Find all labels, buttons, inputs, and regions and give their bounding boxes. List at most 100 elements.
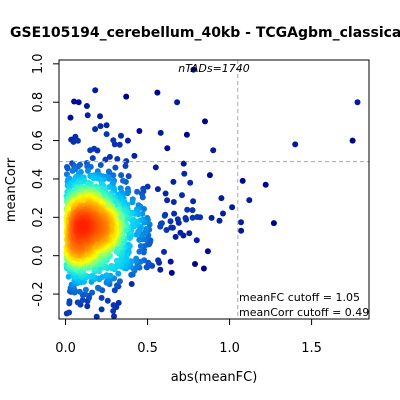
- data-point: [152, 164, 159, 171]
- data-point: [246, 197, 253, 204]
- data-point: [167, 218, 174, 225]
- y-axis: -0.2 0.0 0.2 0.4 0.6 0.8 1.0: [31, 53, 59, 307]
- data-points: [63, 66, 361, 320]
- data-point: [194, 214, 201, 220]
- data-point: [87, 147, 94, 154]
- data-point: [192, 261, 198, 267]
- data-point: [110, 172, 117, 179]
- data-point: [123, 158, 130, 165]
- data-point: [75, 99, 82, 106]
- data-point: [128, 281, 135, 287]
- data-point: [93, 313, 100, 320]
- corr-cutoff-annotation: meanCorr cutoff = 0.49: [239, 306, 369, 319]
- data-point: [204, 248, 211, 255]
- x-tick-label: 0.0: [55, 341, 76, 356]
- data-point: [143, 226, 150, 232]
- data-point: [161, 248, 167, 255]
- data-point: [193, 237, 200, 244]
- data-point: [66, 298, 73, 305]
- data-point: [74, 137, 81, 144]
- data-point: [82, 291, 89, 298]
- data-point: [118, 132, 124, 139]
- data-point: [103, 131, 110, 138]
- data-point: [157, 129, 164, 136]
- data-point: [110, 308, 117, 314]
- data-point: [181, 170, 188, 177]
- y-tick-label: -0.2: [31, 281, 46, 306]
- data-point: [118, 172, 125, 179]
- chart-title: GSE105194_cerebellum_40kb - TCGAgbm_clas…: [10, 25, 400, 41]
- data-point: [147, 237, 154, 244]
- data-point: [123, 93, 130, 100]
- cutoff-lines: [59, 60, 369, 319]
- data-point: [124, 137, 131, 144]
- data-point: [111, 313, 117, 320]
- x-tick-label: 1.5: [301, 341, 322, 356]
- data-point: [89, 272, 96, 279]
- data-point: [262, 181, 269, 188]
- data-point: [210, 147, 217, 154]
- data-point: [82, 286, 89, 293]
- data-point: [189, 207, 196, 214]
- data-point: [186, 230, 193, 237]
- y-tick-label: 0.8: [31, 92, 46, 113]
- data-point: [200, 265, 207, 272]
- data-point: [89, 289, 96, 296]
- data-point: [170, 178, 177, 185]
- data-point: [135, 228, 142, 235]
- data-point: [102, 156, 109, 163]
- data-point: [161, 212, 168, 219]
- data-point: [190, 198, 197, 205]
- data-point: [162, 190, 169, 197]
- x-tick-label: 1.0: [219, 341, 240, 356]
- data-point: [115, 270, 122, 277]
- data-point: [97, 113, 103, 120]
- x-tick-label: 0.5: [137, 341, 158, 356]
- data-point: [168, 269, 175, 276]
- y-axis-label: meanCorr: [4, 157, 19, 222]
- data-point: [65, 273, 72, 280]
- data-point: [154, 186, 161, 193]
- data-point: [174, 216, 181, 223]
- data-point: [114, 282, 120, 289]
- data-point: [187, 179, 194, 186]
- data-point: [171, 210, 178, 217]
- data-point: [349, 137, 356, 144]
- data-point: [67, 114, 74, 121]
- data-point: [216, 217, 223, 224]
- data-point: [168, 224, 175, 231]
- data-point: [179, 192, 185, 199]
- data-point: [116, 141, 123, 148]
- data-point: [157, 266, 164, 273]
- data-point: [163, 227, 170, 233]
- data-point: [122, 163, 129, 169]
- data-point: [83, 103, 90, 109]
- y-tick-label: 0.6: [31, 130, 46, 151]
- data-point: [66, 309, 73, 316]
- data-point: [125, 173, 132, 180]
- data-point: [136, 128, 143, 134]
- data-point: [113, 257, 120, 264]
- data-point: [238, 219, 244, 226]
- data-point: [129, 199, 136, 206]
- data-point: [164, 145, 171, 152]
- data-point: [174, 99, 181, 106]
- data-point: [238, 227, 245, 234]
- data-point: [354, 99, 361, 106]
- data-point: [202, 118, 208, 125]
- data-point: [170, 199, 177, 205]
- data-point: [206, 172, 213, 179]
- data-point: [155, 257, 162, 264]
- data-point: [84, 303, 91, 310]
- y-tick-label: 0.0: [31, 245, 46, 266]
- data-point: [183, 131, 190, 138]
- data-point: [97, 162, 104, 168]
- data-point: [184, 206, 191, 213]
- data-point: [164, 197, 171, 204]
- data-point: [76, 288, 83, 295]
- data-point: [154, 89, 161, 96]
- data-point: [114, 156, 121, 162]
- data-point: [182, 215, 189, 221]
- data-point: [106, 153, 113, 160]
- data-point: [89, 155, 96, 162]
